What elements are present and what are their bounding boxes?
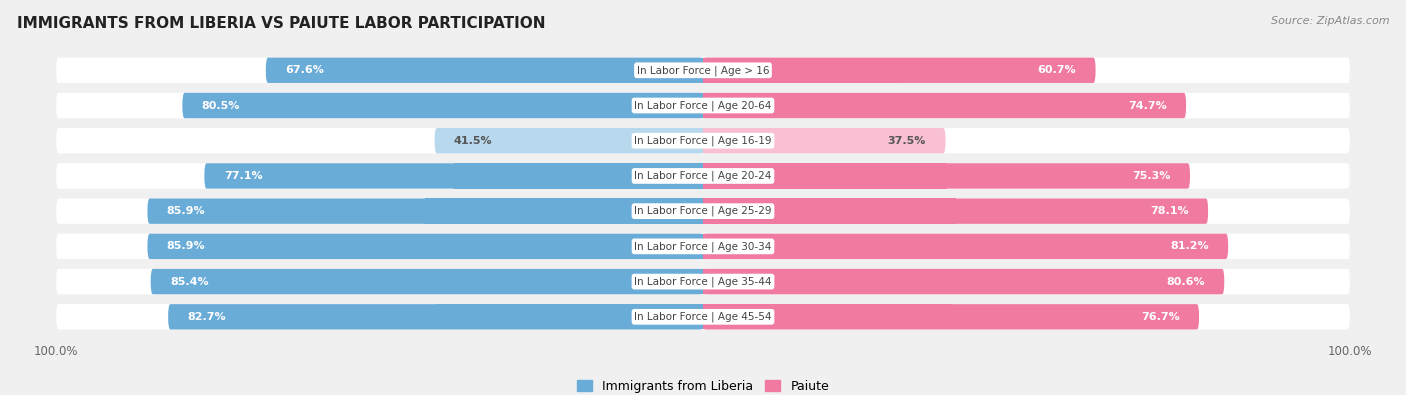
FancyBboxPatch shape bbox=[703, 198, 1208, 224]
Text: In Labor Force | Age 25-29: In Labor Force | Age 25-29 bbox=[634, 206, 772, 216]
FancyBboxPatch shape bbox=[56, 269, 1350, 294]
FancyBboxPatch shape bbox=[703, 58, 1095, 83]
Text: In Labor Force | Age 30-34: In Labor Force | Age 30-34 bbox=[634, 241, 772, 252]
Text: 82.7%: 82.7% bbox=[187, 312, 226, 322]
FancyBboxPatch shape bbox=[427, 269, 703, 294]
Text: In Labor Force | Age 20-64: In Labor Force | Age 20-64 bbox=[634, 100, 772, 111]
FancyBboxPatch shape bbox=[56, 304, 1350, 329]
FancyBboxPatch shape bbox=[56, 93, 1350, 118]
Text: 74.7%: 74.7% bbox=[1128, 100, 1167, 111]
FancyBboxPatch shape bbox=[703, 93, 1187, 118]
Text: IMMIGRANTS FROM LIBERIA VS PAIUTE LABOR PARTICIPATION: IMMIGRANTS FROM LIBERIA VS PAIUTE LABOR … bbox=[17, 16, 546, 31]
FancyBboxPatch shape bbox=[204, 163, 703, 189]
FancyBboxPatch shape bbox=[703, 198, 956, 224]
FancyBboxPatch shape bbox=[425, 198, 703, 224]
FancyBboxPatch shape bbox=[703, 128, 945, 153]
Text: In Labor Force | Age 35-44: In Labor Force | Age 35-44 bbox=[634, 276, 772, 287]
FancyBboxPatch shape bbox=[703, 128, 824, 153]
Text: 80.5%: 80.5% bbox=[202, 100, 240, 111]
FancyBboxPatch shape bbox=[56, 234, 1350, 259]
Text: 80.6%: 80.6% bbox=[1166, 276, 1205, 287]
FancyBboxPatch shape bbox=[703, 93, 945, 118]
Text: 37.5%: 37.5% bbox=[887, 136, 927, 146]
Text: 77.1%: 77.1% bbox=[224, 171, 263, 181]
FancyBboxPatch shape bbox=[434, 128, 703, 153]
FancyBboxPatch shape bbox=[569, 128, 703, 153]
FancyBboxPatch shape bbox=[56, 163, 1350, 189]
FancyBboxPatch shape bbox=[703, 304, 1199, 329]
FancyBboxPatch shape bbox=[703, 163, 1189, 189]
Text: In Labor Force | Age 20-24: In Labor Force | Age 20-24 bbox=[634, 171, 772, 181]
FancyBboxPatch shape bbox=[425, 234, 703, 259]
FancyBboxPatch shape bbox=[148, 234, 703, 259]
Text: 41.5%: 41.5% bbox=[454, 136, 492, 146]
Text: 78.1%: 78.1% bbox=[1150, 206, 1188, 216]
FancyBboxPatch shape bbox=[703, 304, 950, 329]
FancyBboxPatch shape bbox=[169, 304, 703, 329]
Text: In Labor Force | Age > 16: In Labor Force | Age > 16 bbox=[637, 65, 769, 75]
FancyBboxPatch shape bbox=[703, 234, 1229, 259]
FancyBboxPatch shape bbox=[703, 163, 946, 189]
FancyBboxPatch shape bbox=[56, 198, 1350, 224]
Legend: Immigrants from Liberia, Paiute: Immigrants from Liberia, Paiute bbox=[572, 375, 834, 395]
FancyBboxPatch shape bbox=[703, 234, 966, 259]
FancyBboxPatch shape bbox=[266, 58, 703, 83]
FancyBboxPatch shape bbox=[443, 93, 703, 118]
FancyBboxPatch shape bbox=[150, 269, 703, 294]
FancyBboxPatch shape bbox=[703, 269, 963, 294]
Text: 85.9%: 85.9% bbox=[167, 241, 205, 251]
FancyBboxPatch shape bbox=[454, 163, 703, 189]
Text: 60.7%: 60.7% bbox=[1038, 65, 1076, 75]
Text: 67.6%: 67.6% bbox=[285, 65, 323, 75]
Text: 76.7%: 76.7% bbox=[1140, 312, 1180, 322]
Text: 75.3%: 75.3% bbox=[1132, 171, 1171, 181]
Text: 85.4%: 85.4% bbox=[170, 276, 208, 287]
FancyBboxPatch shape bbox=[436, 304, 703, 329]
Text: 85.9%: 85.9% bbox=[167, 206, 205, 216]
FancyBboxPatch shape bbox=[183, 93, 703, 118]
FancyBboxPatch shape bbox=[703, 58, 900, 83]
FancyBboxPatch shape bbox=[148, 198, 703, 224]
Text: In Labor Force | Age 16-19: In Labor Force | Age 16-19 bbox=[634, 135, 772, 146]
FancyBboxPatch shape bbox=[56, 128, 1350, 153]
FancyBboxPatch shape bbox=[485, 58, 703, 83]
FancyBboxPatch shape bbox=[56, 58, 1350, 83]
Text: 81.2%: 81.2% bbox=[1170, 241, 1209, 251]
FancyBboxPatch shape bbox=[703, 269, 1225, 294]
Text: Source: ZipAtlas.com: Source: ZipAtlas.com bbox=[1271, 16, 1389, 26]
Text: In Labor Force | Age 45-54: In Labor Force | Age 45-54 bbox=[634, 312, 772, 322]
